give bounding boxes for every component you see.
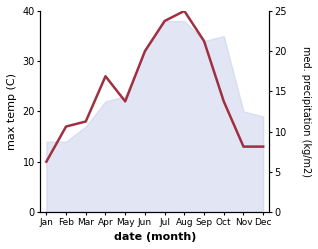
X-axis label: date (month): date (month) [114, 232, 196, 242]
Y-axis label: max temp (C): max temp (C) [7, 73, 17, 150]
Y-axis label: med. precipitation (kg/m2): med. precipitation (kg/m2) [301, 46, 311, 177]
